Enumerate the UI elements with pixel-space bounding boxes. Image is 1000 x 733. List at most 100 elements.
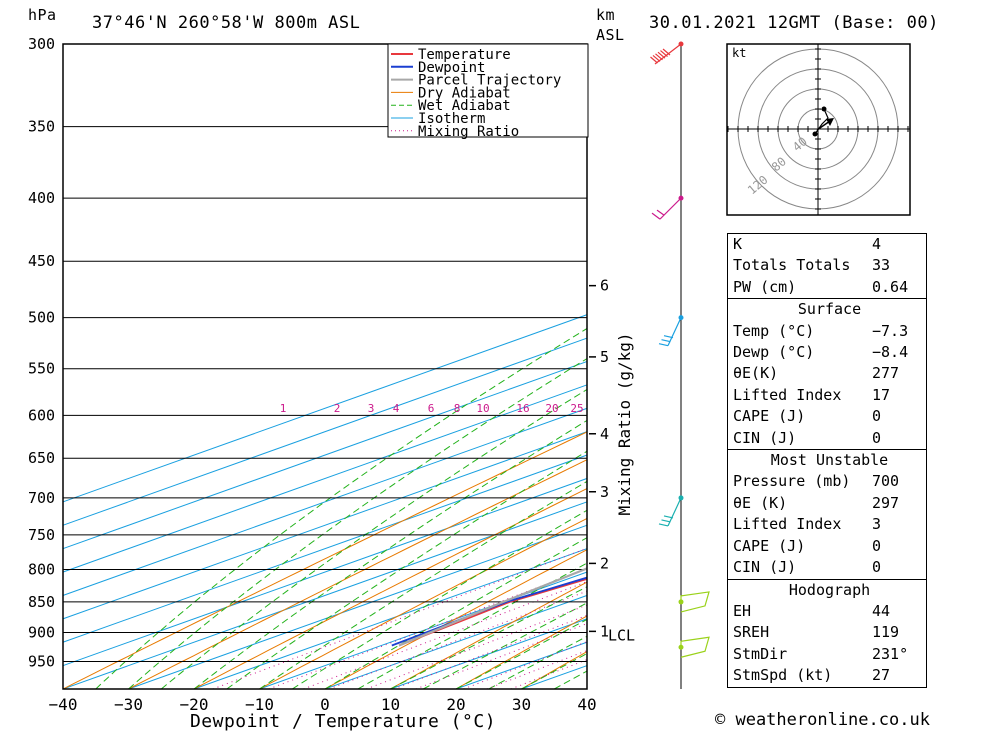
mu-value: 3 (872, 515, 882, 534)
hodo-row: SREH 119 (728, 622, 927, 643)
pressure-tick-label: 750 (28, 526, 55, 544)
pressure-tick-label: 900 (28, 624, 55, 642)
legend-box (387, 43, 589, 138)
dry-adiabat-line (390, 581, 587, 689)
dry-adiabat-line (915, 44, 1000, 689)
hodo-value: 44 (872, 601, 891, 620)
hodo-label: SREH (733, 623, 770, 642)
hodograph-point (821, 106, 827, 112)
height-tick-label: 4 (600, 425, 609, 443)
pressure-tick-label: 600 (28, 406, 55, 424)
surface-value: 277 (872, 364, 900, 383)
hodo-label: EH (733, 601, 752, 620)
mixing-ratio-value-label: 6 (428, 402, 435, 415)
hodograph-unit-label: kt (732, 46, 746, 60)
mu-row: Pressure (mb) 700 (728, 471, 927, 492)
hodo-row: StmDir 231° (728, 644, 927, 665)
mixing-ratio-value-label: 10 (476, 402, 489, 415)
legend-entry: Temperature (418, 47, 511, 63)
isotherm-line (259, 571, 587, 689)
index-label: Totals Totals (733, 256, 851, 275)
mu-value: 0 (872, 558, 882, 577)
isotherm-line (193, 548, 587, 689)
location-title: 37°46'N 260°58'W 800m ASL (92, 13, 361, 33)
mu-value: 0 (872, 536, 882, 555)
index-label: K (733, 235, 743, 253)
hodo-label: StmDir (733, 644, 788, 663)
pressure-tick-label: 550 (28, 360, 55, 378)
wet-adiabat-line (193, 419, 587, 689)
mu-row: CIN (J) 0 (728, 557, 927, 579)
dry-adiabat-line (980, 44, 1000, 689)
mu-label: Pressure (mb) (733, 472, 851, 491)
hodo-value: 119 (872, 623, 900, 642)
isotherm-line (128, 524, 587, 689)
dry-adiabat-line (193, 487, 587, 689)
legend-entry: Isotherm (418, 111, 485, 127)
x-tick-label: −10 (245, 695, 274, 714)
wind-profile (650, 41, 710, 689)
mixing-ratio-value-label: 3 (368, 402, 375, 415)
mu-row: CAPE (J) 0 (728, 536, 927, 557)
isotherm-line (63, 407, 587, 596)
isotherm-line (63, 501, 587, 689)
hodograph-block: Hodograph EH 44 SREH 119 StmDir 231° StmSpd… (727, 579, 927, 688)
isotherm-line (63, 314, 587, 503)
storm-motion-arrowhead (826, 118, 834, 126)
legend-entry: Dry Adiabat (418, 85, 511, 101)
dry-adiabat-line (324, 549, 587, 689)
x-tick-label: 20 (446, 695, 465, 714)
dry-adiabat-line (455, 615, 587, 689)
pressure-tick-label: 500 (28, 309, 55, 327)
surface-value: 0 (872, 407, 882, 426)
surface-row: CIN (J) 0 (728, 428, 927, 450)
surface-row: Dewp (°C) −8.4 (728, 342, 927, 363)
mu-value: 700 (872, 472, 900, 491)
credit-link[interactable]: © weatheronline.co.uk (715, 710, 930, 730)
hodo-label: StmSpd (kt) (733, 666, 833, 685)
wind-barb (680, 636, 710, 658)
mixing-ratio-value-label: 25 (570, 402, 583, 415)
pressure-tick-label: 850 (28, 593, 55, 611)
surface-value: −7.3 (872, 321, 909, 340)
wet-adiabat-line (390, 586, 587, 689)
wet-adiabat-line (95, 327, 587, 689)
pressure-tick-label: 950 (28, 653, 55, 671)
pressure-tick-label: 450 (28, 252, 55, 270)
hodograph-title: Hodograph (788, 580, 871, 599)
hodo-row: StmSpd (kt) 27 (728, 665, 927, 687)
surface-label: Temp (°C) (733, 321, 815, 340)
surface-label: Dewp (°C) (733, 343, 815, 362)
mu-label: Lifted Index (733, 515, 842, 534)
mixing-ratio-value-label: 20 (545, 402, 558, 415)
mu-row: Lifted Index 3 (728, 514, 927, 535)
mu-label: θE (K) (733, 493, 788, 512)
surface-row: Lifted Index 17 (728, 385, 927, 406)
wind-barb (651, 197, 682, 220)
surface-block: Surface Temp (°C) −7.3 Dewp (°C) −8.4 θE(K… (727, 298, 927, 450)
wind-barb (680, 591, 710, 613)
surface-label: CAPE (J) (733, 407, 806, 426)
isotherm-line (63, 477, 587, 667)
pressure-tick-label: 350 (28, 118, 55, 136)
hodo-value: 27 (872, 666, 891, 685)
height-tick-label: 2 (600, 554, 609, 572)
mu-value: 297 (872, 493, 900, 512)
parcel-trajectory-line (398, 567, 587, 647)
legend-entry: Mixing Ratio (418, 124, 519, 140)
hodograph-point (812, 131, 818, 137)
mixing-ratio-value-label: 4 (393, 402, 400, 415)
mixing-ratio-value-label: 1 (280, 402, 287, 415)
isotherm-line (63, 431, 587, 620)
height-tick-label: 1 (600, 622, 609, 640)
asl-label: ASL (596, 26, 625, 44)
datetime-title: 30.01.2021 12GMT (Base: 00) (649, 13, 939, 33)
index-value: 33 (872, 256, 891, 275)
lcl-label: LCL (608, 627, 635, 645)
surface-title: Surface (797, 300, 862, 319)
